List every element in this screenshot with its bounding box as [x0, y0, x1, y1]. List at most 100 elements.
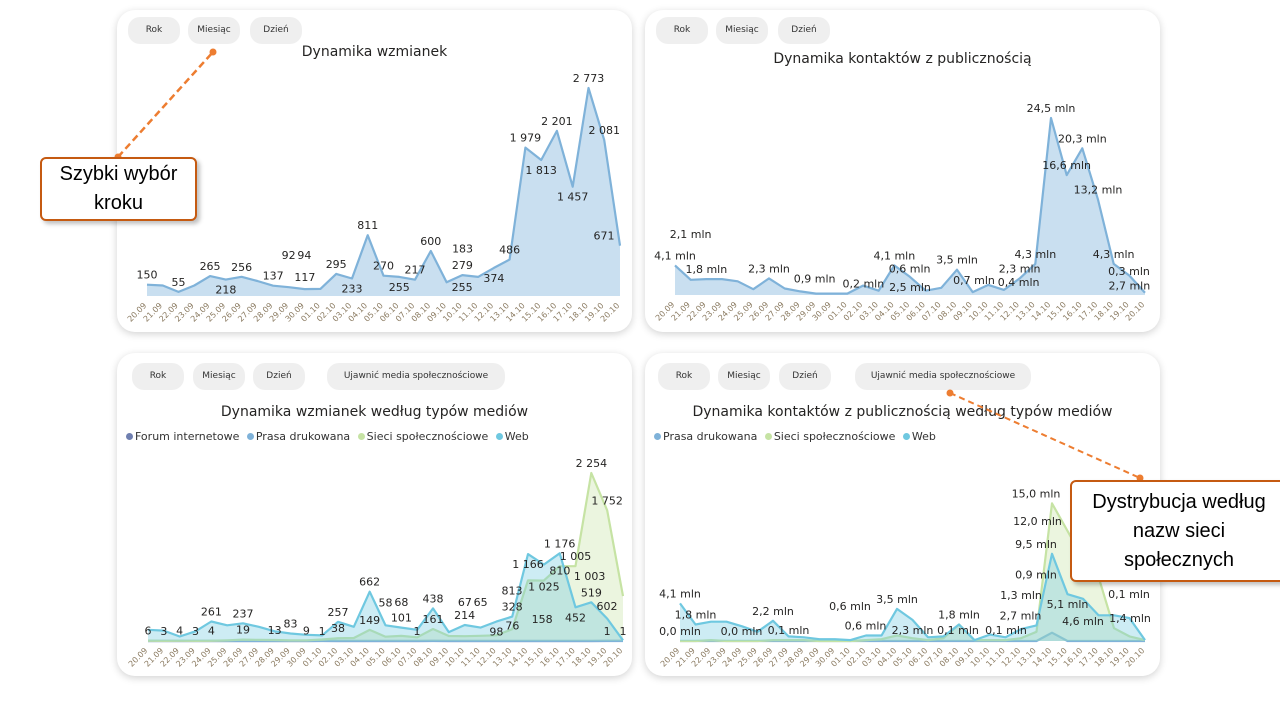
data-label: 67: [458, 596, 472, 609]
data-label: 13: [268, 624, 282, 637]
series-line: [147, 471, 625, 642]
legend-social[interactable]: Sieci społecznościowe: [773, 430, 896, 443]
data-label: 1 005: [560, 550, 592, 563]
month-button[interactable]: Miesiąc: [718, 363, 770, 390]
data-label: 92: [282, 249, 296, 262]
data-label: 486: [499, 244, 520, 257]
data-label: 237: [233, 607, 254, 620]
data-label: 438: [423, 592, 444, 605]
data-label: 1: [604, 625, 611, 638]
data-label: 256: [231, 261, 252, 274]
data-label: 2 254: [576, 457, 608, 470]
data-label: 0,6 mln: [889, 263, 931, 276]
chart-legend: Forum internetowe Prasa drukowana Sieci …: [122, 430, 529, 443]
data-label: 519: [581, 586, 602, 599]
year-button[interactable]: Rok: [132, 363, 184, 390]
data-label: 602: [597, 600, 618, 613]
data-label: 1,8 mln: [938, 608, 980, 621]
data-label: 1: [319, 625, 326, 638]
callout-lines: [114, 48, 1144, 482]
data-label: 1 813: [525, 164, 557, 177]
reveal-social-media-button[interactable]: Ujawnić media społecznościowe: [855, 363, 1031, 390]
data-label: 374: [483, 272, 504, 285]
data-label: 4,1 mln: [654, 249, 696, 262]
data-label: 2,3 mln: [748, 262, 790, 275]
series-line: [679, 552, 1146, 642]
data-label: 76: [505, 619, 519, 632]
data-label: 19: [236, 624, 250, 637]
data-label: 0,6 mln: [845, 619, 887, 632]
data-label: 3,5 mln: [936, 254, 978, 267]
data-label: 2 081: [588, 124, 620, 137]
data-label: 265: [200, 260, 221, 273]
data-label: 3,5 mln: [876, 593, 918, 606]
data-label: 0,0 mln: [659, 625, 701, 638]
data-label: 1 979: [510, 132, 542, 145]
data-label: 214: [454, 609, 475, 622]
data-label: 813: [502, 584, 523, 597]
day-button[interactable]: Dzień: [250, 17, 302, 44]
callout-connector-step: [117, 51, 214, 158]
legend-forum[interactable]: Forum internetowe: [135, 430, 240, 443]
data-label: 2,3 mln: [892, 624, 934, 637]
data-label: 16,6 mln: [1042, 159, 1091, 172]
callout-dot: [209, 48, 217, 56]
data-label: 1,8 mln: [685, 263, 727, 276]
legend-web[interactable]: Web: [504, 430, 529, 443]
data-label: 15,0 mln: [1012, 487, 1061, 500]
chart-legend: Prasa drukowana Sieci społecznościowe We…: [650, 430, 936, 443]
callout-dot: [946, 389, 954, 397]
day-button[interactable]: Dzień: [778, 17, 830, 44]
data-label: 0,4 mln: [998, 276, 1040, 289]
series-area: [680, 503, 1145, 641]
data-label: 0,1 mln: [937, 624, 979, 637]
data-label: 0,1 mln: [1108, 588, 1150, 601]
month-button[interactable]: Miesiąc: [193, 363, 245, 390]
data-label: 117: [294, 271, 315, 284]
data-label: 0,1 mln: [768, 624, 810, 637]
data-label: 0,6 mln: [829, 600, 871, 613]
year-button[interactable]: Rok: [128, 17, 180, 44]
data-label: 270: [373, 260, 394, 273]
data-label: 1 752: [591, 494, 623, 507]
data-label: 452: [565, 611, 586, 624]
data-label: 150: [137, 269, 158, 282]
chart-title: Dynamika wzmianek: [301, 44, 448, 60]
month-button[interactable]: Miesiąc: [188, 17, 240, 44]
data-label: 65: [474, 596, 488, 609]
chart-3: 20.0921.0922.0923.0924.0925.0926.0927.09…: [127, 457, 627, 669]
legend-press[interactable]: Prasa drukowana: [663, 430, 758, 443]
data-label: 0,9 mln: [1015, 569, 1057, 582]
data-label: 279: [452, 259, 473, 272]
day-button[interactable]: Dzień: [779, 363, 831, 390]
chart-4: 20.0921.0922.0923.0924.0925.0926.0927.09…: [659, 487, 1151, 668]
series-line: [146, 86, 622, 293]
data-label: 68: [394, 596, 408, 609]
data-label: 2,7 mln: [1108, 279, 1150, 292]
data-label: 38: [331, 622, 345, 635]
data-label: 2,3 mln: [999, 262, 1041, 275]
data-label: 1 166: [512, 558, 544, 571]
legend-social[interactable]: Sieci społecznościowe: [366, 430, 489, 443]
data-label: 2,1 mln: [670, 228, 712, 241]
series-area: [148, 473, 623, 641]
legend-press[interactable]: Prasa drukowana: [255, 430, 351, 443]
year-button[interactable]: Rok: [658, 363, 710, 390]
data-label: 24,5 mln: [1027, 102, 1076, 115]
chart-title: Dynamika kontaktów z publicznością wedłu…: [692, 404, 1113, 420]
legend-web[interactable]: Web: [911, 430, 936, 443]
data-label: 4,3 mln: [1093, 248, 1135, 261]
month-button[interactable]: Miesiąc: [716, 17, 768, 44]
reveal-social-media-button[interactable]: Ujawnić media społecznościowe: [327, 363, 505, 390]
legend-dot-web: [495, 433, 503, 440]
day-button[interactable]: Dzień: [253, 363, 305, 390]
data-label: 1 003: [574, 570, 606, 583]
data-label: 233: [341, 283, 362, 296]
data-label: 13,2 mln: [1074, 184, 1123, 197]
data-label: 1: [414, 625, 421, 638]
year-button[interactable]: Rok: [656, 17, 708, 44]
data-label: 2 201: [541, 115, 573, 128]
data-label: 0,9 mln: [794, 272, 836, 285]
series-line: [680, 502, 1146, 643]
data-label: 328: [502, 601, 523, 614]
